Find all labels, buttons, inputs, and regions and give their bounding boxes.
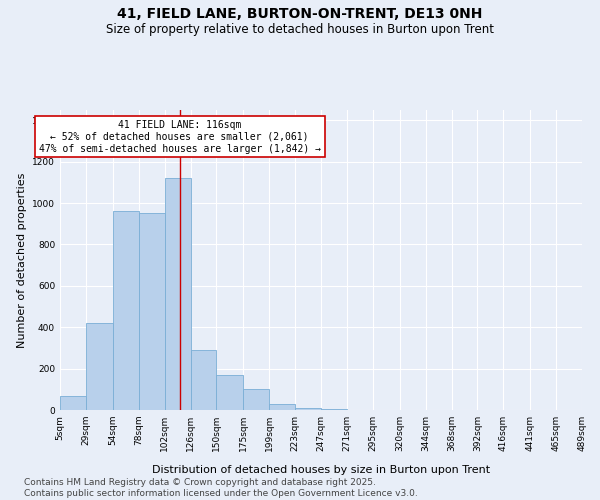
Bar <box>269 404 295 410</box>
Bar <box>60 396 86 410</box>
Y-axis label: Number of detached properties: Number of detached properties <box>17 172 26 348</box>
Text: Distribution of detached houses by size in Burton upon Trent: Distribution of detached houses by size … <box>152 465 490 475</box>
Bar <box>139 214 164 410</box>
Text: Contains HM Land Registry data © Crown copyright and database right 2025.
Contai: Contains HM Land Registry data © Crown c… <box>24 478 418 498</box>
Bar <box>86 323 113 410</box>
Bar <box>321 409 347 410</box>
Text: Size of property relative to detached houses in Burton upon Trent: Size of property relative to detached ho… <box>106 22 494 36</box>
Bar <box>244 390 269 410</box>
Text: 41 FIELD LANE: 116sqm
← 52% of detached houses are smaller (2,061)
47% of semi-d: 41 FIELD LANE: 116sqm ← 52% of detached … <box>39 120 321 154</box>
Text: 41, FIELD LANE, BURTON-ON-TRENT, DE13 0NH: 41, FIELD LANE, BURTON-ON-TRENT, DE13 0N… <box>118 8 482 22</box>
Bar <box>217 375 244 410</box>
Bar <box>164 178 191 410</box>
Bar <box>113 212 139 410</box>
Bar <box>191 350 217 410</box>
Bar <box>295 408 321 410</box>
